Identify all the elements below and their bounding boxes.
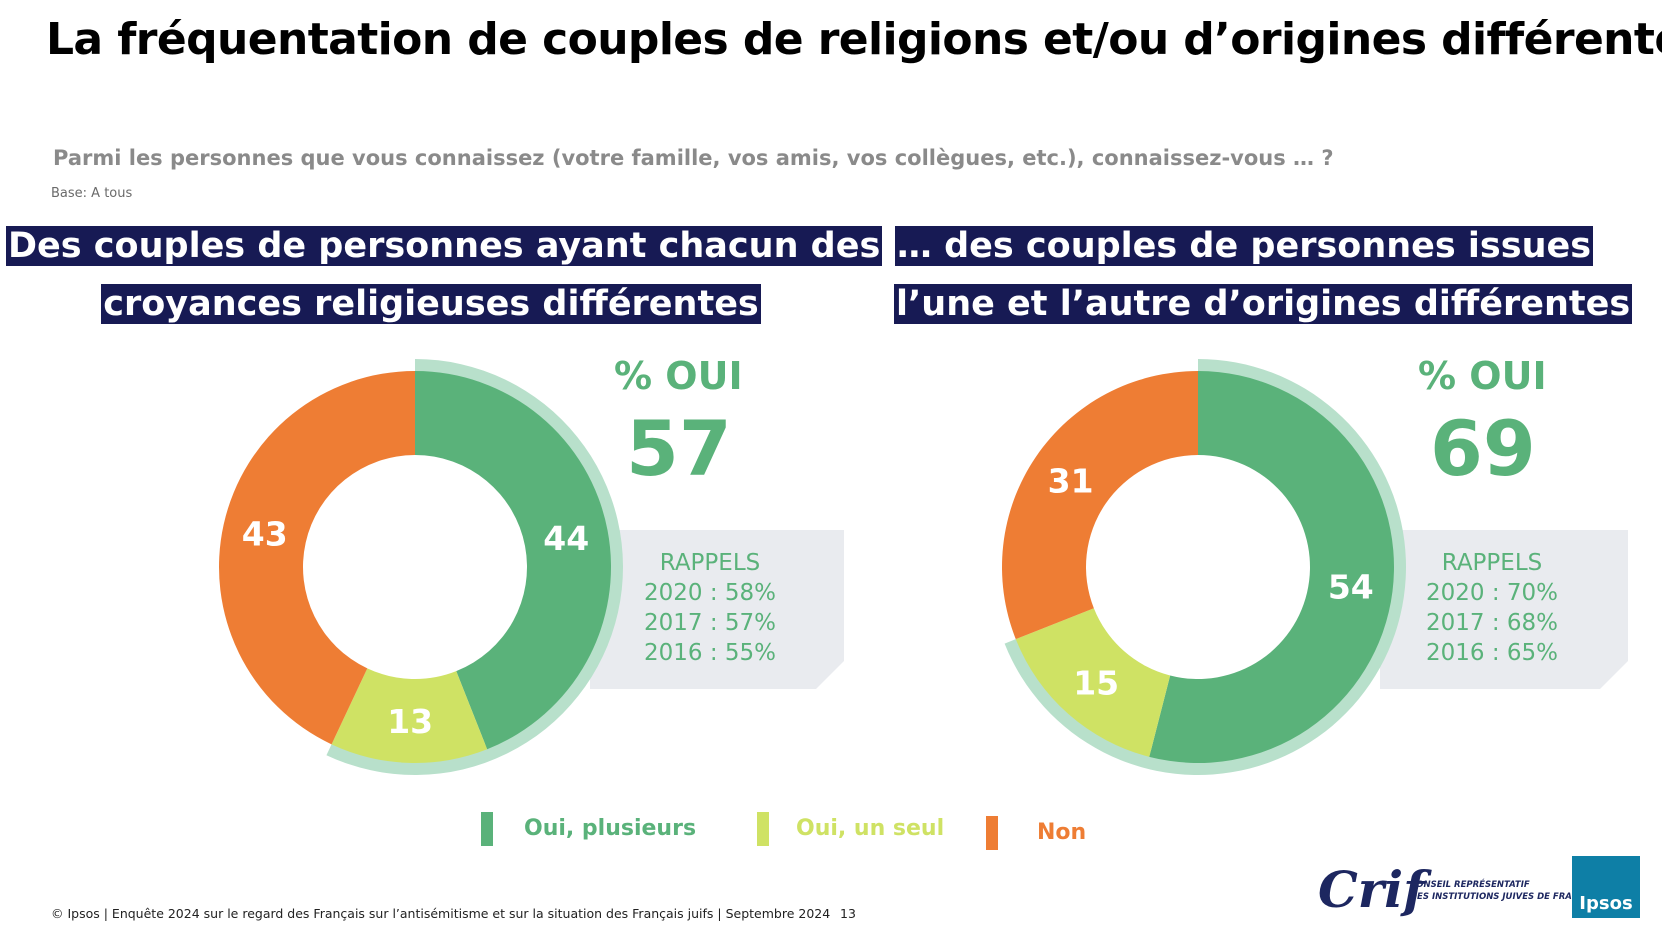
crif-logo-word: Crif [1318,860,1425,919]
right-heading-line1: … des couples de personnes issues [894,226,1594,266]
legend-swatch-oui-un-seul [757,812,769,846]
right-rappels: RAPPELS 2020 : 70% 2017 : 68% 2016 : 65% [1392,548,1592,668]
right-chart-heading: … des couples de personnes issues l’une … [894,217,1633,333]
left-slice-non [218,371,415,745]
left-rappels-2017: 2017 : 57% [643,610,777,636]
right-oui-label: % OUI [1418,354,1547,398]
right-slice-oui-un-seul [1015,608,1171,757]
right-oui-total: 69 [1430,404,1536,493]
left-slice-oui-un-seul [331,668,488,763]
left-value-oui-un-seul: 13 [387,702,433,741]
right-value-non: 31 [1048,461,1094,500]
right-rappels-title: RAPPELS [1441,550,1543,576]
crif-logo: Crif [1318,860,1425,919]
left-chart-heading: Des couples de personnes ayant chacun de… [6,217,883,333]
legend-label-oui-un-seul: Oui, un seul [796,816,945,841]
crif-sub-line1: CONSEIL REPRÉSENTATIF [1410,880,1530,890]
left-value-non: 43 [242,514,288,553]
left-value-oui-plusieurs: 44 [543,519,589,558]
survey-question: Parmi les personnes que vous connaissez … [53,146,1334,170]
left-donut-chart: 44 13 43 [218,359,623,775]
footer-source: © Ipsos | Enquête 2024 sur le regard des… [51,906,831,921]
right-rappels-2017: 2017 : 68% [1425,610,1559,636]
left-slice-oui-plusieurs [415,370,612,750]
right-donut-chart: 54 15 31 [1002,359,1407,775]
crif-logo-subtitle: CONSEIL REPRÉSENTATIF DES INSTITUTIONS J… [1410,879,1591,903]
left-rappels: RAPPELS 2020 : 58% 2017 : 57% 2016 : 55% [610,548,810,668]
right-rappels-box [1380,530,1628,689]
left-heading-line1: Des couples de personnes ayant chacun de… [6,226,883,266]
legend-label-oui-plusieurs: Oui, plusieurs [524,816,697,841]
right-rappels-2020: 2020 : 70% [1425,580,1559,606]
legend-swatch-oui-plusieurs [481,812,493,846]
ipsos-logo: Ipsos [1572,856,1640,918]
page-title: La fréquentation de couples de religions… [46,14,1662,65]
crif-sub-line2: DES INSTITUTIONS JUIVES DE FRANCE [1410,892,1591,902]
left-rappels-box [590,530,844,689]
right-value-oui-plusieurs: 54 [1328,567,1374,606]
right-slice-oui-plusieurs [1149,371,1394,763]
right-slice-non [1002,371,1198,640]
legend-label-non: Non [1037,820,1087,845]
left-rappels-2020: 2020 : 58% [643,580,777,606]
page-number: 13 [840,906,856,921]
ipsos-logo-word: Ipsos [1579,893,1633,914]
legend-swatch-non [986,816,998,850]
right-heading-line2: l’une et l’autre d’origines différentes [894,284,1633,324]
base-note: Base: A tous [51,186,133,201]
right-rappels-2016: 2016 : 65% [1425,640,1559,666]
left-rappels-2016: 2016 : 55% [643,640,777,666]
left-heading-line2: croyances religieuses différentes [101,284,761,324]
left-oui-label: % OUI [614,354,743,398]
left-oui-total: 57 [626,404,732,493]
left-rappels-title: RAPPELS [659,550,761,576]
right-value-oui-un-seul: 15 [1073,664,1119,703]
